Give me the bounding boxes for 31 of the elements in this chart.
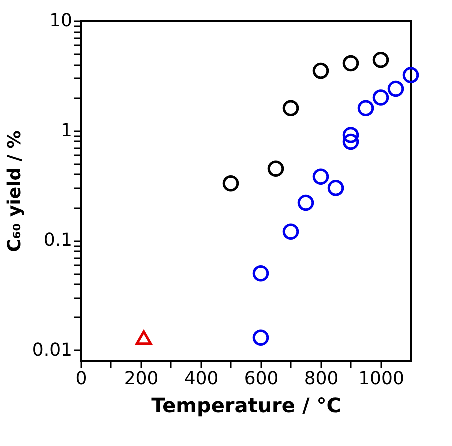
point bbox=[222, 176, 240, 192]
x-tick-label: 200 bbox=[124, 368, 159, 390]
point bbox=[342, 134, 360, 150]
point bbox=[342, 55, 360, 72]
point bbox=[268, 160, 284, 177]
x-axis-title: Temperature / °C bbox=[152, 394, 342, 418]
point bbox=[252, 265, 270, 282]
y-tick-label: 1 bbox=[61, 120, 72, 142]
x-tick-label: 400 bbox=[184, 368, 219, 390]
y-tick-label: 0.1 bbox=[44, 230, 72, 252]
point bbox=[298, 194, 314, 212]
x-tick-label: 1000 bbox=[358, 368, 404, 390]
x-tick-label: 800 bbox=[304, 368, 339, 390]
y-tick-label: 10 bbox=[50, 10, 72, 32]
point bbox=[402, 67, 420, 84]
point bbox=[358, 100, 374, 117]
point bbox=[252, 330, 270, 346]
point bbox=[282, 224, 300, 240]
point bbox=[282, 100, 300, 117]
point bbox=[328, 180, 344, 196]
point bbox=[388, 80, 404, 98]
point bbox=[342, 127, 360, 144]
y-axis-title: C₆₀ yield / % bbox=[4, 130, 26, 252]
point bbox=[372, 52, 390, 68]
x-tick-label: 600 bbox=[244, 368, 279, 390]
point bbox=[312, 168, 330, 186]
x-tick-label: 0 bbox=[76, 368, 88, 390]
point bbox=[136, 330, 152, 346]
y-tick-label: 0.01 bbox=[32, 340, 72, 361]
point bbox=[372, 90, 390, 106]
point bbox=[312, 62, 330, 80]
